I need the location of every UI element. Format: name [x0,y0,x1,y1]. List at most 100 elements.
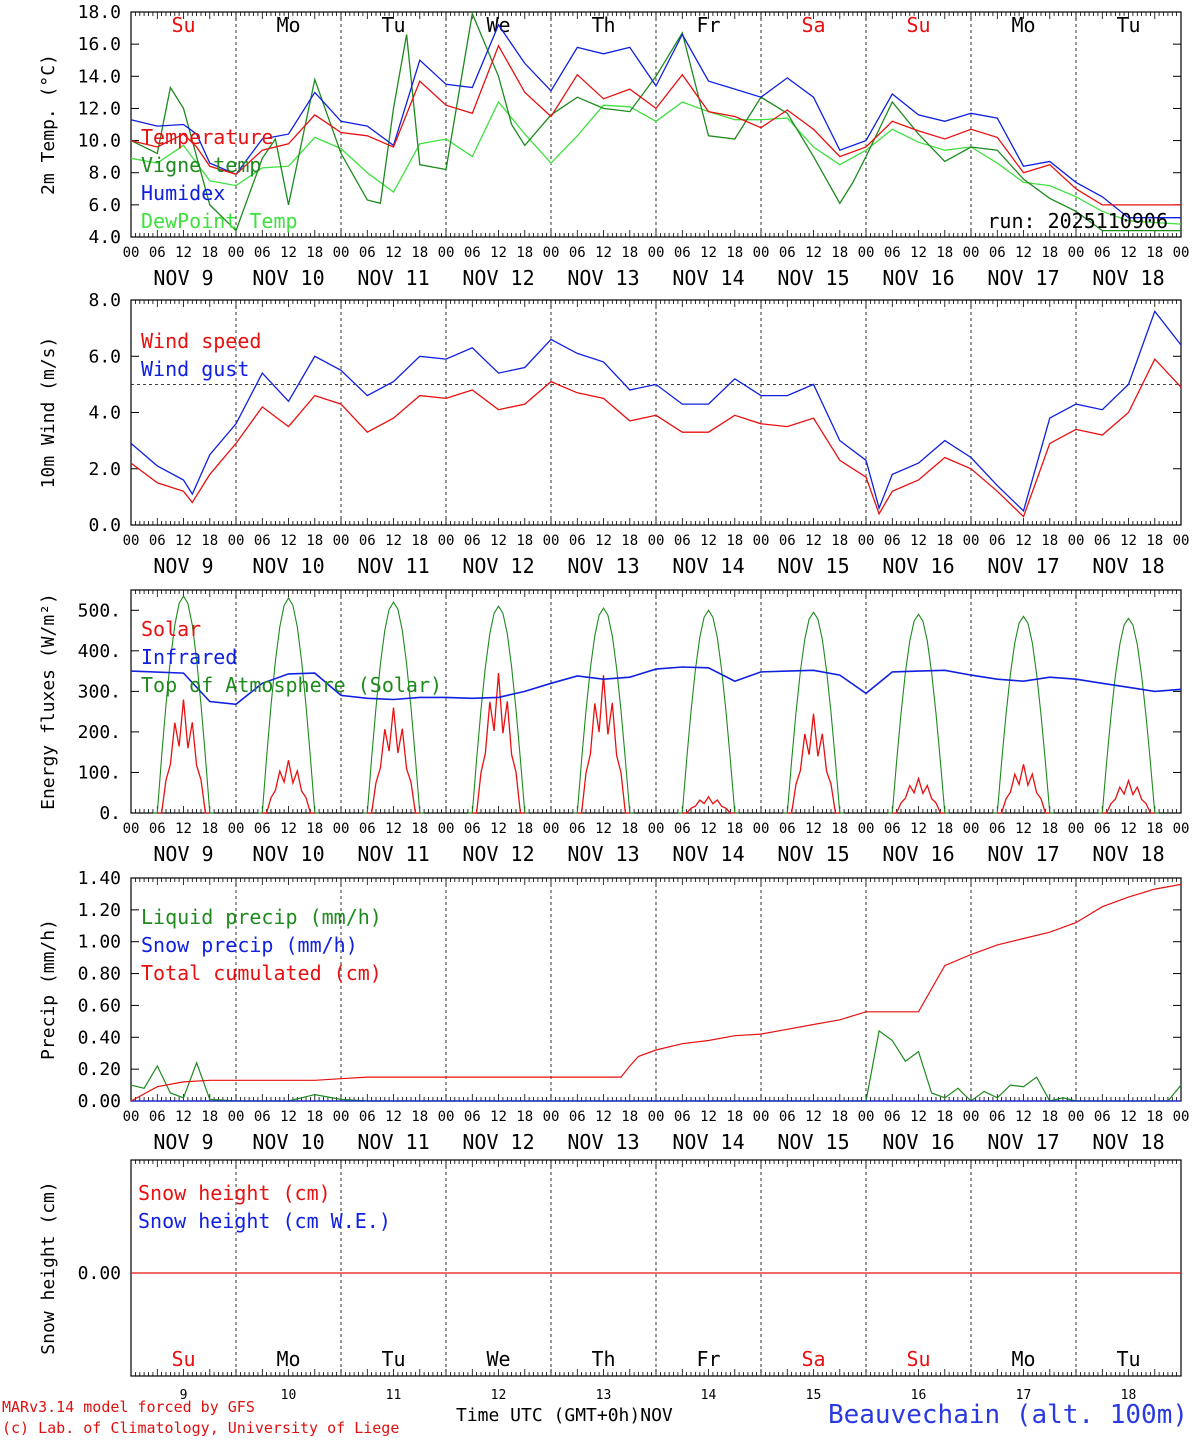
legend-wind-gust: Wind gust [141,357,249,381]
hour-tick-label: 12 [490,245,507,261]
panel-5: 0.00 Snow height (cm) Snow height (cm) Snow… [38,1159,1182,1403]
hour-tick-label: 12 [280,533,297,549]
hour-tick-label: 00 [228,533,245,549]
hour-tick-label: 06 [989,533,1006,549]
hour-tick-label: 18 [936,245,953,261]
date-label: NOV 18 [1092,842,1164,866]
hour-tick-label: 12 [175,1109,192,1125]
legend-humidex: Humidex [141,181,225,205]
hour-tick-label: 00 [438,821,455,837]
hour-tick-label: 06 [989,1109,1006,1125]
y-tick-label: 6.0 [88,346,121,367]
solar-curve [997,764,1050,814]
hour-tick-label: 06 [254,821,271,837]
hour-tick-label: 00 [963,245,980,261]
hour-tick-label: 18 [726,245,743,261]
y-tick-label: 0.40 [78,1027,121,1048]
hour-tick-label: 00 [123,1109,140,1125]
hour-tick-label: 00 [753,821,770,837]
date-label: NOV 17 [987,842,1059,866]
legend-dewpoint-temp: DewPoint Temp [141,209,298,233]
x-ticks [130,1160,1182,1376]
hour-tick-label: 06 [359,1109,376,1125]
hour-tick-label: 12 [385,245,402,261]
y-tick-label: 12.0 [78,98,121,119]
hour-tick-label: 00 [123,533,140,549]
y-tick-label: 8.0 [88,290,121,311]
hour-tick-label: 06 [779,245,796,261]
hour-tick-label: 06 [569,821,586,837]
y-tick-label: 16.0 [78,34,121,55]
hour-tick-label: 00 [123,245,140,261]
credit-line-2: (c) Lab. of Climatology, University of L… [2,1419,400,1437]
panel-3: 0. 100. 200. 300. 400. 500. Energy fluxes (W/m… [38,589,1189,866]
hour-tick-label: 00 [438,533,455,549]
hour-tick-label: 00 [963,1109,980,1125]
hour-tick-label: 00 [858,821,875,837]
date-label: NOV 11 [357,1130,429,1154]
date-label: NOV 18 [1092,554,1164,578]
hour-tick-label: 06 [779,1109,796,1125]
hour-tick-label: 12 [910,533,927,549]
hour-tick-label: 00 [753,245,770,261]
weekday-label: Mo [1011,13,1035,37]
date-label: NOV 15 [777,842,849,866]
time-axis-title: Time UTC (GMT+0h) [456,1405,641,1426]
hour-tick-label: 00 [648,1109,665,1125]
hour-tick-label: 00 [1173,245,1190,261]
hour-tick-label: 12 [490,821,507,837]
legend-vigne-temp: Vigne temp [141,153,261,177]
hour-tick-label: 12 [385,1109,402,1125]
toa-solar-curve [572,607,635,814]
weekday-label: Sa [801,13,825,37]
date-label: NOV 9 [153,266,213,290]
time-axis-label: Time UTC (GMT+0h)NOV [456,1405,673,1426]
hour-tick-label: 00 [648,821,665,837]
y-tick-label: 1.40 [78,868,121,889]
hour-tick-label: 18 [306,533,323,549]
hour-tick-label: 18 [516,1109,533,1125]
weekday-label: Tu [1116,1347,1140,1371]
y-tick-label: 0.60 [78,995,121,1016]
weekday-label: Su [906,1347,930,1371]
hour-tick-label: 18 [411,821,428,837]
series-wind-speed [130,357,1182,518]
day-number: 14 [701,1388,717,1403]
panel-2: 0.0 2.0 4.0 6.0 8.0 10m Wind (m/s) 00 06 12 18 00 0… [38,290,1189,578]
hour-tick-label: 00 [228,245,245,261]
hour-tick-label: 12 [595,245,612,261]
weekday-label: Mo [1011,1347,1035,1371]
hour-tick-label: 00 [1068,1109,1085,1125]
weekday-label: Su [171,13,195,37]
hour-tick-label: 18 [1146,821,1163,837]
hour-tick-label: 00 [1173,1109,1190,1125]
hour-tick-label: 06 [884,533,901,549]
hour-tick-label: 00 [753,533,770,549]
hour-tick-label: 06 [884,821,901,837]
date-label: NOV 11 [357,842,429,866]
hour-tick-label: 18 [1041,245,1058,261]
hour-tick-label: 00 [543,1109,560,1125]
hour-tick-label: 18 [621,533,638,549]
hour-tick-label: 00 [963,821,980,837]
y-tick-label: 1.00 [78,932,121,953]
hour-tick-label: 06 [464,1109,481,1125]
hour-tick-label: 06 [569,533,586,549]
hour-tick-label: 06 [779,821,796,837]
y-axis-label: 10m Wind (m/s) [38,337,59,489]
weekday-label: Mo [276,13,300,37]
hour-tick-label: 12 [595,533,612,549]
hour-tick-label: 00 [333,1109,350,1125]
hour-tick-label: 18 [831,245,848,261]
y-tick-label: 0.00 [78,1263,121,1284]
y-tick-label: 18.0 [78,2,121,23]
y-tick-label: 4.0 [88,227,121,248]
y-axis-label: 2m Temp. (°C) [38,54,59,195]
hour-tick-label: 12 [385,533,402,549]
run-annotation: run: 2025110906 [987,209,1168,233]
y-tick-label: 400. [78,641,121,662]
date-label: NOV 14 [672,1130,744,1154]
date-label: NOV 15 [777,1130,849,1154]
hour-tick-label: 18 [306,245,323,261]
y-tick-label: 0. [99,803,121,824]
